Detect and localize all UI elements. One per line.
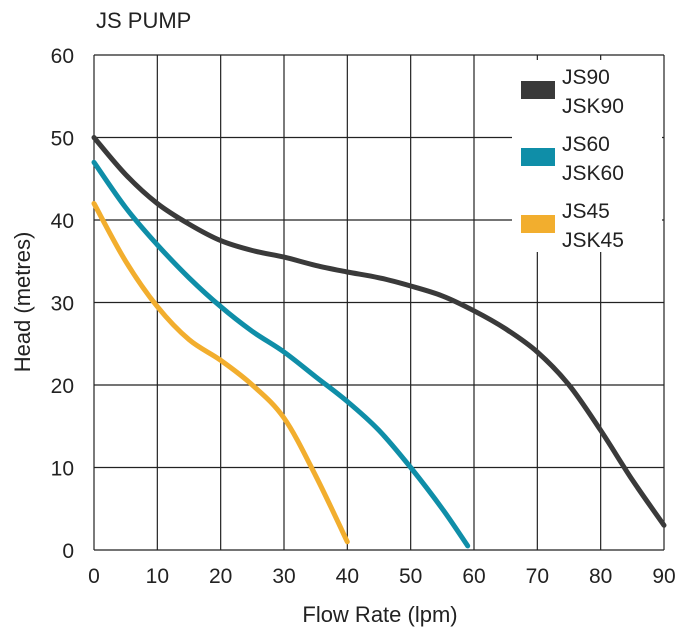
legend-label-js60: JSK60 (562, 162, 624, 185)
chart-title: JS PUMP (96, 8, 191, 33)
y-axis-title: Head (metres) (10, 232, 35, 373)
legend-swatch-js45 (521, 215, 555, 233)
y-tick-label: 60 (51, 45, 74, 68)
legend-label-js60: JS60 (562, 133, 610, 156)
series-line-js90 (91, 135, 667, 528)
x-tick-label: 40 (336, 565, 359, 588)
legend-swatch-js60 (521, 148, 555, 166)
legend-label-js90: JS90 (562, 66, 610, 89)
x-tick-label: 80 (589, 565, 612, 588)
series-line-js45 (91, 201, 350, 545)
x-tick-label: 60 (462, 565, 485, 588)
legend: JS90 JSK90 JS60 JSK60 JS45 JSK45 (512, 60, 662, 252)
x-axis-title: Flow Rate (lpm) (302, 602, 457, 627)
legend-swatch-js90 (521, 81, 555, 99)
legend-label-js45: JSK45 (562, 229, 624, 252)
x-tick-label: 0 (88, 565, 100, 588)
series-layer (91, 135, 667, 549)
x-tick-label: 10 (146, 565, 169, 588)
x-tick-label: 50 (399, 565, 422, 588)
tick-labels: 0 10 20 30 40 50 60 70 80 90 0 10 20 30 40 50 60 (51, 45, 676, 588)
legend-label-js90: JSK90 (562, 95, 624, 118)
y-tick-label: 50 (51, 128, 74, 151)
series-line-js60 (91, 159, 471, 549)
y-tick-label: 0 (62, 540, 74, 563)
y-tick-label: 40 (51, 210, 74, 233)
y-tick-label: 10 (51, 458, 74, 481)
legend-label-js45: JS45 (562, 200, 610, 223)
x-tick-label: 70 (526, 565, 549, 588)
x-tick-label: 30 (272, 565, 295, 588)
x-tick-label: 20 (209, 565, 232, 588)
y-tick-label: 30 (51, 293, 74, 316)
x-tick-label: 90 (652, 565, 675, 588)
y-tick-label: 20 (51, 375, 74, 398)
